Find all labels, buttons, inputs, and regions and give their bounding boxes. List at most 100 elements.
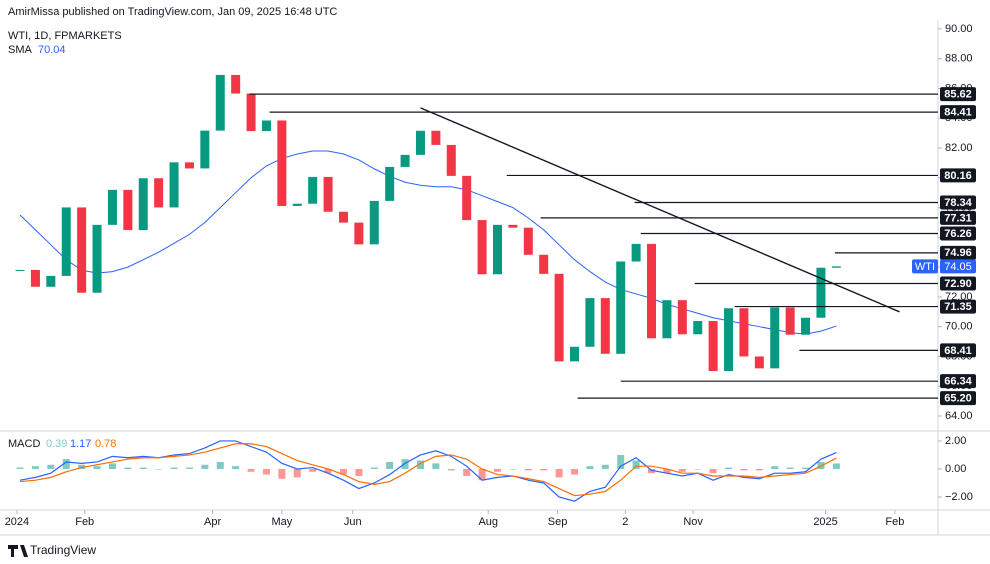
candle-body [785, 307, 795, 335]
macd-histogram-bar [524, 468, 532, 471]
x-tick-label: 2 [622, 516, 628, 528]
candle-body [184, 162, 194, 169]
candle-body [600, 298, 610, 354]
candle-body [30, 269, 40, 287]
macd-histogram-bar [416, 460, 424, 469]
candle-body [816, 267, 826, 318]
candle-body [77, 207, 87, 293]
candle-body [123, 189, 133, 231]
candle-body [523, 227, 533, 255]
level-label: 76.26 [944, 228, 972, 240]
macd-histogram-bar [139, 467, 147, 469]
x-tick-label: Sep [548, 516, 568, 528]
macd-histogram-bar [324, 468, 332, 474]
candle-body [708, 321, 718, 372]
macd-histogram-value: 0.39 [46, 438, 67, 450]
macd-histogram-bar [78, 464, 86, 469]
macd-histogram-bar [62, 459, 70, 469]
candle-body [246, 93, 256, 132]
price-tag-symbol [912, 259, 938, 274]
macd-histogram-bar [370, 467, 378, 469]
macd-histogram-bar [571, 468, 579, 475]
macd-histogram-bar [725, 467, 733, 469]
candle-body [200, 130, 210, 169]
candle-body [277, 120, 287, 206]
sma-value: 70.04 [38, 44, 66, 56]
macd-histogram-bar [663, 468, 671, 474]
candle-body [724, 308, 734, 372]
candle-body [662, 300, 672, 339]
macd-histogram-bar [709, 468, 717, 474]
candle-body [831, 266, 841, 268]
candle-body [508, 224, 518, 228]
price-tag-symbol-label: WTI [915, 261, 935, 273]
macd-histogram-bar [694, 468, 702, 470]
macd-histogram-bar [93, 466, 101, 469]
level-label: 71.35 [944, 301, 972, 313]
candle-body [169, 162, 179, 208]
level-tag [940, 299, 976, 314]
macd-histogram-bar [339, 468, 347, 475]
macd-histogram-bar [802, 467, 810, 469]
macd-histogram-bar [740, 468, 748, 471]
macd-histogram-bar [247, 468, 255, 472]
candle-body [585, 298, 595, 347]
macd-histogram-bar [386, 461, 394, 469]
level-tag [940, 374, 976, 389]
x-tick-label: 2024 [5, 516, 29, 528]
y-tick-label: 88.00 [945, 53, 973, 65]
macd-histogram-bar [124, 467, 132, 469]
level-label: 72.90 [944, 278, 972, 290]
x-tick-label: Jun [344, 516, 362, 528]
macd-histogram-bar [293, 468, 301, 478]
trendline [420, 107, 900, 313]
candle-body [46, 275, 56, 287]
level-label: 84.41 [944, 107, 972, 119]
level-label: 80.16 [944, 170, 972, 182]
level-tag [940, 343, 976, 358]
candle-body [739, 308, 749, 357]
candle-body [415, 130, 425, 155]
macd-histogram-bar [478, 468, 486, 481]
level-tag [940, 195, 976, 210]
y-tick-label: 2.00 [945, 435, 966, 447]
x-tick-label: Nov [683, 516, 703, 528]
macd-histogram-bar [201, 464, 209, 469]
candle-body [385, 166, 395, 201]
candle-body [631, 243, 641, 262]
macd-histogram-bar [586, 466, 594, 469]
macd-histogram-bar [555, 468, 563, 478]
candle-body [693, 321, 703, 335]
candle-body [15, 269, 25, 271]
price-tag [940, 259, 976, 274]
candle-body [215, 74, 225, 131]
macd-histogram-bar [355, 468, 363, 476]
level-tag [940, 391, 976, 406]
macd-histogram-bar [678, 468, 686, 472]
sma-label: SMA [8, 44, 33, 56]
level-tag [940, 168, 976, 183]
macd-histogram-bar [16, 467, 24, 469]
candle-body [400, 154, 410, 167]
macd-label: MACD [8, 438, 40, 450]
candle-body [107, 189, 117, 225]
footer: TradingView [30, 543, 96, 557]
candle-body [446, 144, 456, 176]
y-tick-label: 70.00 [945, 321, 973, 333]
level-label: 78.34 [944, 197, 972, 209]
macd-signal-value: 0.78 [95, 438, 116, 450]
candle-body [292, 203, 302, 206]
macd-histogram-bar [232, 466, 240, 469]
level-label: 66.34 [944, 376, 972, 388]
macd-histogram-bar [617, 454, 625, 469]
candle-body [308, 176, 318, 204]
macd-histogram-bar [463, 468, 471, 476]
level-tag [940, 210, 976, 225]
y-tick-label: 0.00 [945, 463, 966, 475]
x-tick-label: Feb [75, 516, 94, 528]
candle-body [462, 175, 472, 221]
macd-histogram-bar [632, 460, 640, 469]
